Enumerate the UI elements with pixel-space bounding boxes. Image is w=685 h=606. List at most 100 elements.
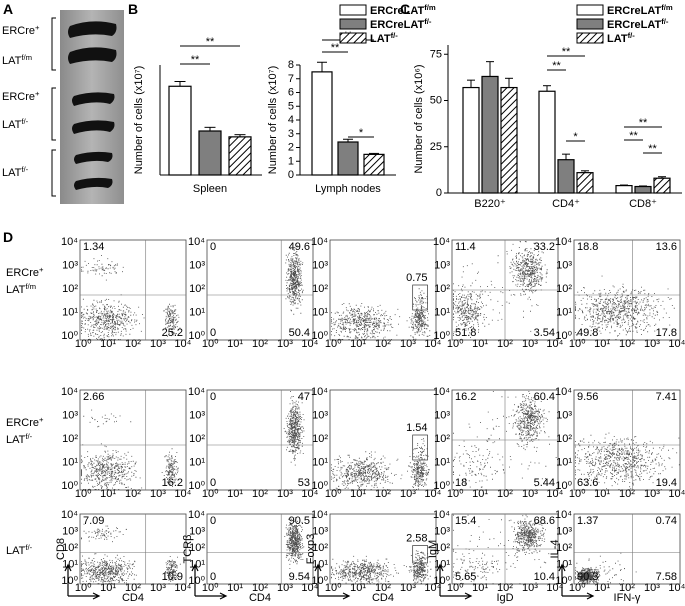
y-tick-label: 10³	[62, 260, 78, 272]
quadrant-value: 18	[455, 477, 467, 489]
significance-label: **	[639, 117, 648, 129]
panel-label: A	[3, 1, 13, 17]
quadrant-value: 68.6	[534, 515, 555, 527]
x-tick-label: 10¹	[472, 338, 488, 350]
x-tick-label: 10¹	[350, 488, 366, 500]
quadrant-value: 0	[210, 327, 216, 339]
quadrant-value: 0	[210, 477, 216, 489]
y-tick-label: 10³	[189, 410, 205, 422]
flow-events	[81, 409, 179, 490]
quadrant-value: 5.44	[534, 477, 555, 489]
legend-swatch	[339, 32, 367, 44]
y-tick-label: 10²	[189, 283, 205, 295]
y-tick-label: 10⁴	[433, 386, 450, 398]
quadrant-value: 0	[210, 391, 216, 403]
bar	[462, 86, 480, 194]
bar	[311, 71, 333, 176]
y-tick-label: 4	[288, 114, 294, 126]
x-tick-label: 10²	[252, 338, 268, 350]
legend-swatch	[339, 18, 367, 30]
row-label: ERCre+	[6, 265, 44, 279]
y-tick-label: 10⁰	[433, 480, 450, 492]
y-tick-label: 10⁴	[188, 386, 205, 398]
x-tick-label: 10⁴	[301, 338, 318, 350]
x-tick-label: 10⁰	[75, 488, 92, 500]
y-tick-label: 10⁴	[61, 386, 78, 398]
y-tick-label: 10⁰	[311, 330, 328, 342]
x-tick-label: 10¹	[472, 488, 488, 500]
significance-label: **	[562, 46, 571, 58]
legend-swatch	[576, 18, 604, 30]
y-tick-label: 6	[288, 87, 294, 99]
y-tick-label: 10⁴	[311, 509, 328, 521]
quadrant-value: 3.54	[534, 327, 555, 339]
sample-label: LATf/m	[2, 53, 32, 67]
spleen	[68, 21, 117, 38]
legend-swatch	[576, 4, 604, 16]
bar	[634, 185, 652, 194]
y-tick-label: 10¹	[434, 307, 450, 319]
flow-y-label: Foxp3	[305, 534, 317, 565]
axis-arrow	[191, 563, 228, 600]
y-tick-label: 10⁰	[188, 575, 205, 587]
gate	[412, 284, 428, 311]
y-tick-label: 10²	[312, 542, 328, 554]
y-axis-label: Number of cells (x10⁶)	[413, 64, 425, 173]
x-tick-label: 10⁰	[202, 582, 219, 594]
y-tick-label: 10²	[556, 283, 572, 295]
x-tick-label: 10¹	[594, 488, 610, 500]
y-tick-label: 10²	[312, 433, 328, 445]
x-tick-label: 10¹	[472, 582, 488, 594]
legend-label: LATf/-	[607, 31, 635, 45]
x-tick-label: 10⁰	[447, 488, 464, 500]
sample-label: ERCre+	[2, 23, 40, 37]
y-tick-label: 10⁴	[555, 386, 572, 398]
sample-label: LATf/-	[2, 117, 29, 131]
quadrant-value: 7.09	[83, 515, 104, 527]
x-tick-label: 10²	[375, 338, 391, 350]
spleen	[68, 47, 117, 64]
x-tick-label: 10⁰	[569, 582, 586, 594]
flow-plot-frame	[206, 389, 314, 491]
x-tick-label: 10³	[400, 338, 416, 350]
axis-arrow	[314, 563, 351, 600]
gate	[412, 545, 428, 564]
y-tick-label: 10³	[434, 260, 450, 272]
x-tick-label: 10²	[375, 488, 391, 500]
y-tick-label: 10⁴	[555, 236, 572, 248]
x-tick-label: 10³	[522, 582, 538, 594]
axis-arrow	[558, 563, 595, 600]
y-tick-label: 10³	[312, 410, 328, 422]
bar	[576, 172, 594, 194]
sample-label: ERCre+	[2, 89, 40, 103]
y-tick-label: 10²	[312, 283, 328, 295]
legend-label: ERCreLATf/-	[607, 17, 669, 31]
significance-label: **	[648, 143, 657, 155]
x-tick-label: 10⁴	[668, 338, 685, 350]
quadrant-value: 19.4	[656, 477, 677, 489]
quadrant-value: 90.3	[577, 571, 598, 583]
flow-events	[453, 241, 548, 338]
bracket	[51, 149, 56, 197]
quadrant-value: 0	[210, 515, 216, 527]
flow-plot-frame	[573, 239, 681, 341]
y-tick-label: 10²	[62, 433, 78, 445]
y-tick-label: 10¹	[556, 457, 572, 469]
y-tick-label: 10¹	[62, 457, 78, 469]
x-tick-label: 10²	[125, 488, 141, 500]
quadrant-value: 0	[210, 241, 216, 253]
x-tick-label: 10⁰	[569, 488, 586, 500]
sample-label: LATf/-	[2, 165, 29, 179]
x-tick-label: 10³	[150, 488, 166, 500]
quadrant-value: 49.8	[577, 327, 598, 339]
significance-label: **	[331, 42, 340, 54]
row-label: LATf/m	[6, 282, 36, 296]
x-tick-label: 10⁰	[75, 338, 92, 350]
significance-label: **	[206, 36, 215, 48]
panel-label: C	[400, 1, 410, 17]
flow-events	[331, 438, 430, 490]
quadrant-value: 11.4	[455, 241, 476, 253]
x-tick-label: 10⁰	[75, 582, 92, 594]
quadrant-value: 17.8	[656, 327, 677, 339]
